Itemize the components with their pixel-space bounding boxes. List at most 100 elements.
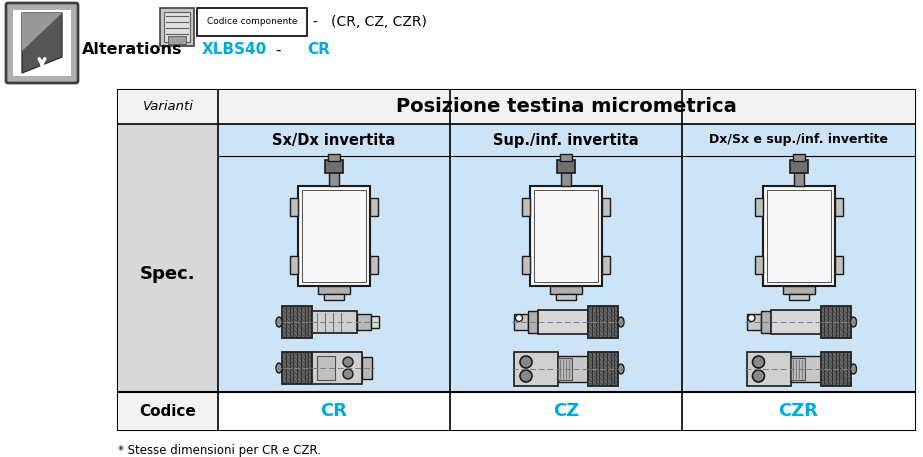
Ellipse shape [276, 363, 282, 373]
Bar [328, 154, 340, 161]
Ellipse shape [276, 317, 282, 327]
Bar [528, 311, 538, 333]
Ellipse shape [618, 317, 624, 327]
Text: Posizione testina micrometrica: Posizione testina micrometrica [396, 97, 737, 117]
Bar [561, 172, 571, 186]
Bar [118, 90, 915, 430]
Text: Sup./inf. invertita: Sup./inf. invertita [493, 133, 639, 148]
Bar [754, 198, 762, 216]
Bar [329, 172, 339, 186]
Bar [118, 124, 218, 392]
Bar [160, 8, 194, 46]
Bar [325, 160, 343, 173]
Text: Alterations: Alterations [82, 43, 183, 58]
Circle shape [748, 314, 755, 322]
Bar [522, 256, 530, 274]
Circle shape [520, 370, 532, 382]
Text: XLBS40: XLBS40 [202, 43, 268, 58]
Text: * Stesse dimensioni per CR e CZR.: * Stesse dimensioni per CR e CZR. [118, 444, 321, 457]
Bar [282, 352, 312, 384]
FancyBboxPatch shape [6, 3, 78, 83]
Bar [530, 186, 602, 286]
Bar [789, 160, 808, 173]
Bar [747, 352, 790, 386]
Bar [766, 190, 831, 282]
Bar [550, 286, 582, 294]
Bar [218, 392, 915, 430]
Bar [13, 10, 71, 76]
Bar [522, 198, 530, 216]
Bar [557, 160, 575, 173]
Circle shape [516, 314, 522, 322]
Bar [771, 310, 821, 334]
Bar [302, 190, 366, 282]
Bar [298, 186, 370, 286]
Text: CZ: CZ [553, 402, 579, 420]
Text: Varianti: Varianti [142, 101, 194, 113]
Bar [794, 172, 804, 186]
Text: Codice componente: Codice componente [207, 17, 297, 27]
Bar [558, 356, 588, 382]
Text: CR: CR [307, 43, 330, 58]
Bar [290, 198, 298, 216]
Bar [164, 12, 190, 42]
Ellipse shape [618, 364, 624, 374]
Text: -: - [275, 43, 281, 58]
Bar [602, 256, 610, 274]
Bar [362, 357, 372, 379]
Bar [371, 316, 379, 328]
Bar [324, 294, 344, 300]
Bar [602, 198, 610, 216]
Bar [834, 198, 843, 216]
Text: Spec.: Spec. [140, 265, 196, 283]
Text: CZR: CZR [779, 402, 819, 420]
Text: -   (CR, CZ, CZR): - (CR, CZ, CZR) [313, 15, 426, 29]
Bar [370, 256, 378, 274]
Bar [538, 310, 588, 334]
Polygon shape [22, 13, 62, 73]
Bar [168, 36, 186, 44]
Bar [514, 314, 528, 330]
Bar [558, 358, 572, 380]
Bar [588, 352, 618, 386]
Ellipse shape [850, 317, 857, 327]
Bar [357, 314, 371, 330]
Circle shape [343, 357, 353, 367]
Text: Sx/Dx invertita: Sx/Dx invertita [272, 133, 396, 148]
Circle shape [343, 369, 353, 379]
Bar [762, 186, 834, 286]
Bar [556, 294, 576, 300]
Text: Codice: Codice [139, 404, 197, 419]
Bar [534, 190, 598, 282]
Bar [118, 392, 218, 430]
Bar [282, 306, 312, 338]
Bar [317, 356, 335, 380]
Ellipse shape [850, 364, 857, 374]
Bar [290, 256, 298, 274]
Bar [761, 311, 771, 333]
Bar [747, 314, 761, 330]
Bar [197, 8, 307, 36]
Bar [588, 306, 618, 338]
Text: CR: CR [320, 402, 347, 420]
Bar [370, 198, 378, 216]
Bar [312, 352, 362, 384]
Bar [834, 256, 843, 274]
Bar [754, 256, 762, 274]
Bar [218, 124, 915, 392]
Bar [560, 154, 572, 161]
Circle shape [752, 370, 764, 382]
Bar [788, 294, 809, 300]
Circle shape [520, 356, 532, 368]
Circle shape [752, 356, 764, 368]
Bar [514, 352, 558, 386]
Bar [821, 352, 850, 386]
Text: Dx/Sx e sup./inf. invertite: Dx/Sx e sup./inf. invertite [709, 133, 888, 147]
Bar [793, 154, 805, 161]
Bar [318, 286, 350, 294]
Polygon shape [22, 13, 62, 51]
Bar [790, 358, 805, 380]
Bar [783, 286, 814, 294]
Bar [821, 306, 850, 338]
Bar [312, 311, 357, 333]
